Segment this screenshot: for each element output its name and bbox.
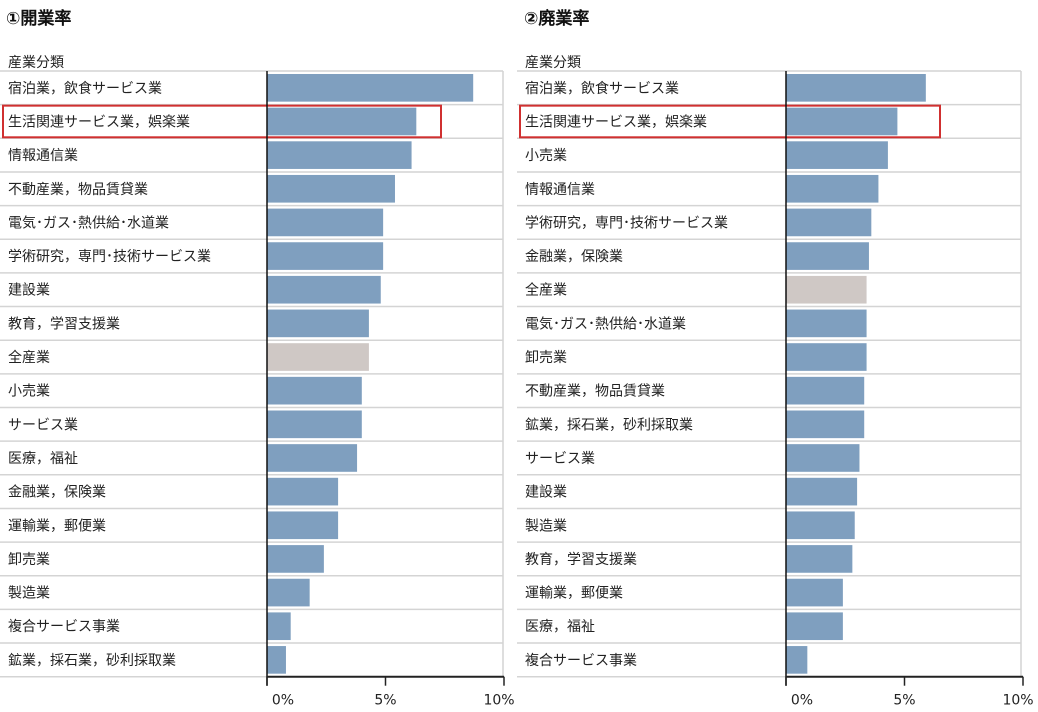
x-tick-label: 0% bbox=[791, 693, 813, 709]
x-tick-label: 5% bbox=[893, 693, 915, 709]
bar bbox=[786, 208, 872, 237]
category-header: 産業分類 bbox=[8, 55, 64, 71]
highlight-box bbox=[2, 104, 442, 139]
chart-title-opening-rate: ①開業率 bbox=[6, 9, 72, 29]
x-tick-label: 10% bbox=[483, 693, 514, 709]
category-label: 生活関連サービス業，娯楽業 bbox=[8, 114, 190, 130]
category-label: 金融業，保険業 bbox=[8, 485, 106, 501]
category-label: 製造業 bbox=[8, 586, 50, 602]
bar bbox=[267, 578, 310, 607]
x-tick-label: 10% bbox=[1002, 693, 1033, 709]
bar bbox=[267, 545, 324, 573]
bar bbox=[786, 578, 843, 607]
category-label: 教育，学習支援業 bbox=[525, 552, 637, 568]
category-label: 卸売業 bbox=[8, 552, 50, 568]
category-label: 小売業 bbox=[8, 384, 50, 400]
category-header: 産業分類 bbox=[525, 55, 581, 71]
category-label: 建設業 bbox=[525, 485, 567, 501]
bar bbox=[786, 343, 867, 371]
category-label: 鉱業，採石業，砂利採取業 bbox=[8, 652, 176, 669]
category-label: 不動産業，物品賃貸業 bbox=[525, 384, 665, 400]
bar bbox=[267, 74, 474, 102]
category-label: 学術研究，専門･技術サービス業 bbox=[525, 215, 728, 231]
category-label: 学術研究，専門･技術サービス業 bbox=[8, 249, 211, 265]
bar bbox=[267, 410, 362, 439]
bar bbox=[267, 343, 369, 371]
category-label: 製造業 bbox=[525, 518, 567, 534]
category-label: 全産業 bbox=[8, 349, 50, 366]
chart-title-closure-rate: ②廃業率 bbox=[524, 9, 590, 29]
category-label: 医療，福祉 bbox=[525, 618, 595, 635]
bar bbox=[267, 107, 417, 136]
bar bbox=[786, 275, 867, 304]
category-label: 運輸業，郵便業 bbox=[525, 586, 623, 602]
bar bbox=[786, 410, 865, 439]
category-label: 運輸業，郵便業 bbox=[8, 518, 106, 534]
bar bbox=[267, 612, 291, 641]
bar bbox=[786, 74, 926, 102]
category-label: 小売業 bbox=[525, 148, 567, 164]
category-label: 宿泊業，飲食サービス業 bbox=[8, 80, 162, 97]
category-label: 建設業 bbox=[8, 283, 50, 299]
category-label: 複合サービス事業 bbox=[8, 618, 120, 635]
highlight-box bbox=[519, 104, 941, 139]
bar bbox=[267, 511, 339, 540]
category-label: サービス業 bbox=[8, 417, 78, 433]
category-label: 金融業，保険業 bbox=[525, 249, 623, 265]
bar bbox=[786, 511, 855, 540]
category-label: 宿泊業，飲食サービス業 bbox=[525, 80, 679, 97]
bar bbox=[267, 646, 286, 674]
x-tick-label: 0% bbox=[272, 693, 294, 709]
bar bbox=[786, 376, 865, 405]
category-label: 電気･ガス･熱供給･水道業 bbox=[525, 316, 686, 332]
category-label: サービス業 bbox=[525, 451, 595, 467]
category-label: 教育，学習支援業 bbox=[8, 316, 120, 332]
bar bbox=[786, 545, 853, 573]
bar bbox=[267, 444, 358, 472]
category-label: 情報通信業 bbox=[8, 148, 78, 164]
category-label: 医療，福祉 bbox=[8, 450, 78, 467]
bar bbox=[267, 242, 384, 270]
category-label: 電気･ガス･熱供給･水道業 bbox=[8, 215, 169, 231]
category-label: 不動産業，物品賃貸業 bbox=[8, 182, 148, 198]
category-label: 全産業 bbox=[525, 282, 567, 299]
bar bbox=[267, 477, 339, 506]
bar bbox=[786, 444, 860, 472]
category-label: 卸売業 bbox=[525, 350, 567, 366]
category-label: 生活関連サービス業，娯楽業 bbox=[525, 114, 707, 130]
bar bbox=[786, 174, 879, 203]
category-label: 鉱業，採石業，砂利採取業 bbox=[525, 416, 693, 433]
x-tick-label: 5% bbox=[374, 693, 396, 709]
bar bbox=[786, 141, 888, 169]
bar bbox=[267, 376, 362, 405]
bar bbox=[786, 477, 858, 506]
bar bbox=[786, 309, 867, 338]
bar bbox=[267, 309, 369, 338]
bar bbox=[786, 646, 808, 674]
bar bbox=[267, 174, 395, 203]
bar bbox=[267, 208, 384, 237]
bar bbox=[786, 612, 843, 641]
bar bbox=[786, 242, 869, 270]
bar bbox=[267, 275, 381, 304]
bar bbox=[786, 107, 898, 136]
category-label: 情報通信業 bbox=[525, 182, 595, 198]
category-label: 複合サービス事業 bbox=[525, 652, 637, 669]
bar bbox=[267, 141, 412, 169]
